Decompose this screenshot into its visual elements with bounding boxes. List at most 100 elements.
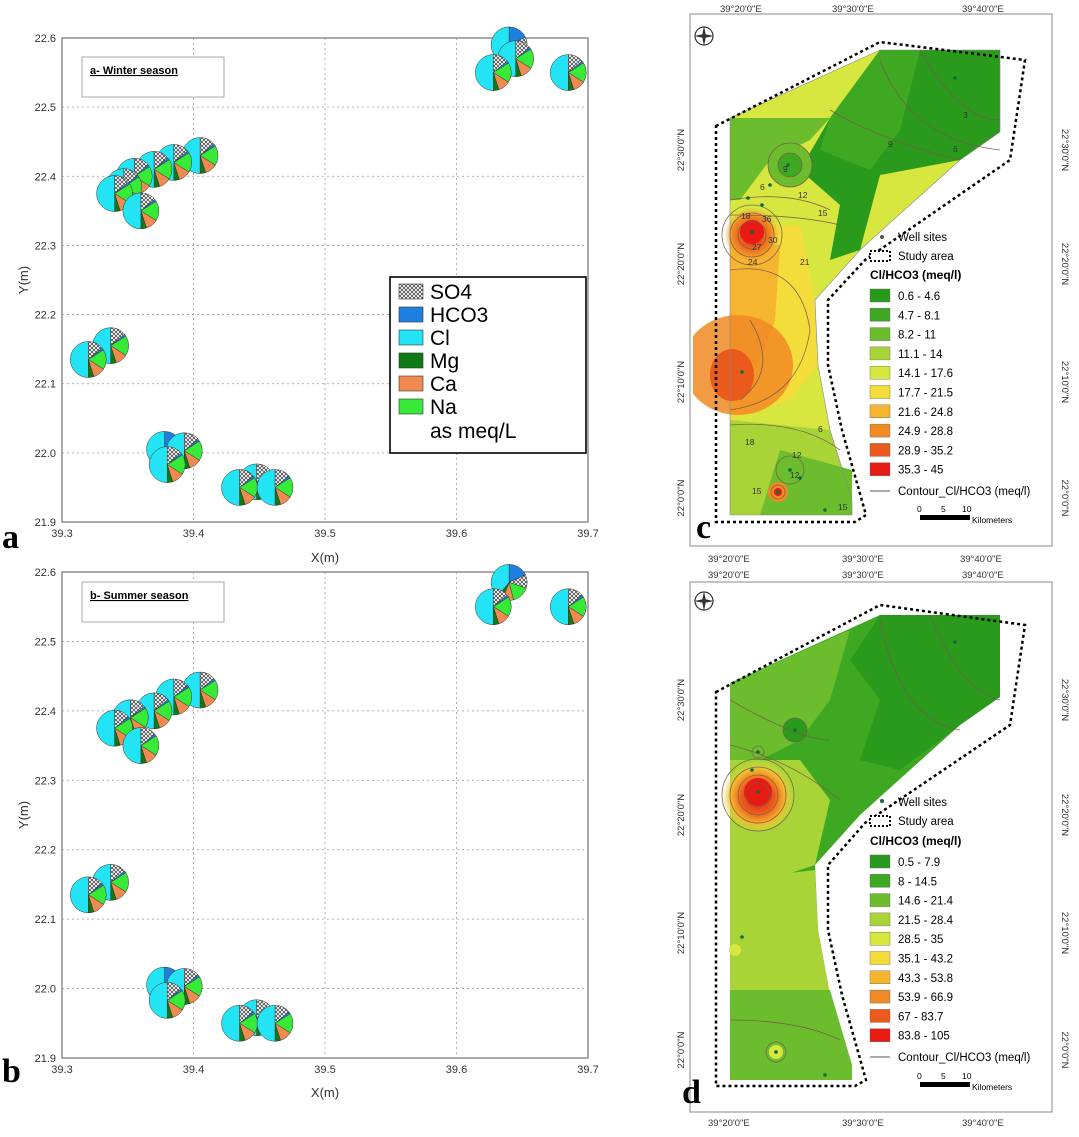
pie-marker [122, 727, 160, 764]
pie-slice-cl [256, 469, 276, 506]
y-tick-label: 22.3 [35, 240, 56, 252]
map-edge-c [729, 49, 1001, 516]
legend-class-swatch [869, 989, 891, 1004]
lat-d-r-3: 22°10'0"N [1059, 912, 1070, 954]
legend-swatch-na [398, 398, 424, 415]
map-surface-d [721, 614, 1001, 1080]
y-tick-label: 22.1 [35, 379, 56, 391]
scale-5-d: 5 [941, 1071, 946, 1081]
legend-label-cl: Cl [430, 327, 450, 350]
y-tick-label: 22.2 [35, 845, 56, 857]
y-tick-label: 21.9 [35, 517, 56, 529]
study-area-boundary-c [714, 40, 1027, 524]
pie-marker [122, 192, 160, 230]
season-title-b: b- Summer season [90, 590, 189, 602]
top-coord-c-3: 39°40'0"E [962, 4, 1004, 15]
contour-value-label: 36 [762, 214, 772, 224]
y-tick-label: 22.5 [35, 636, 56, 648]
scale-unit-c: Kilometers [972, 515, 1012, 525]
bottom-coord-c-2: 39°30'0"E [842, 554, 884, 565]
scale-0-d: 0 [917, 1071, 922, 1081]
pie-slice-cl [96, 175, 115, 212]
lat-d-r-4: 22°0'0"N [1059, 1032, 1070, 1069]
legend-study-d: Study area [898, 816, 954, 828]
season-title-a: a- Winter season [90, 65, 178, 77]
legend-class-swatch [869, 1009, 891, 1023]
pie-marker [256, 1005, 294, 1042]
contour-value-label: 18 [745, 437, 755, 447]
legend-class-swatch [869, 308, 891, 322]
wells-d [740, 640, 957, 1077]
legend-swatch-ca [398, 375, 424, 392]
legend-contour-c: Contour_Cl/HCO3 (meq/l) [898, 486, 1030, 498]
legend-class-label: 14.1 - 17.6 [898, 368, 953, 380]
bottom-coord-d-3: 39°40'0"E [962, 1118, 1004, 1129]
legend-class-label: 28.9 - 35.2 [898, 445, 953, 457]
y-tick-label: 22.5 [35, 102, 56, 114]
legend-wells-c: Well sites [898, 232, 947, 244]
top-coord-d-3: 39°40'0"E [962, 570, 1004, 581]
pie-slice-cl [122, 727, 142, 764]
plot-frame-b [61, 571, 589, 1059]
legend-class-label: 4.7 - 8.1 [898, 310, 940, 322]
well-symbol-d [880, 799, 884, 803]
pie-slice-cl [148, 446, 168, 483]
pies-a [70, 26, 587, 506]
scale-bar-d [920, 1082, 970, 1087]
contour-value-label: 15 [838, 502, 848, 512]
legend-class-swatch [869, 874, 891, 888]
pie-slice-cl [475, 588, 494, 625]
legend-class-swatch [869, 404, 891, 418]
contour-value-label: 30 [768, 235, 778, 245]
legend-study-c: Study area [898, 251, 954, 263]
legend-label-ca: Ca [430, 373, 457, 396]
legend-class-label: 8 - 14.5 [898, 876, 937, 888]
legend-class-swatch [869, 854, 891, 869]
pie-marker [256, 469, 294, 506]
map-surface-c [693, 49, 1001, 515]
x-tick-label: 39.5 [314, 1064, 335, 1076]
contour-value-label: 12 [790, 470, 800, 480]
pie-marker [475, 54, 512, 91]
panel-letter-c: c [696, 509, 711, 546]
lat-d-l-1: 22°30'0"N [676, 679, 687, 721]
legend-class-label: 21.5 - 28.4 [898, 915, 954, 927]
legend-class-swatch [869, 970, 891, 984]
pies-b [70, 564, 587, 1042]
study-symbol-c [869, 250, 891, 262]
scale-bar-c [920, 515, 970, 520]
x-axis-title-a: X(m) [311, 550, 339, 565]
legend-title-c: Cl/HCO3 (meq/l) [870, 268, 961, 282]
x-tick-label: 39.3 [51, 1064, 72, 1076]
legend-class-label: 17.7 - 21.5 [898, 388, 953, 400]
legend-class-label: 0.6 - 4.6 [898, 291, 940, 303]
legend-wells-d: Well sites [898, 797, 947, 809]
panel-letter-a: a [2, 519, 19, 556]
compass-icon [694, 26, 714, 46]
x-tick-label: 39.6 [446, 528, 467, 540]
pie-slice-cl [122, 192, 142, 230]
legend-class-label: 11.1 - 14 [898, 349, 943, 361]
y-axis-title-a: Y(m) [16, 266, 31, 294]
legend-contour-d: Contour_Cl/HCO3 (meq/l) [898, 1052, 1030, 1064]
top-coord-d-1: 39°20'0"E [708, 570, 750, 581]
y-tick-label: 22.0 [35, 984, 56, 996]
legend-class-label: 14.6 - 21.4 [898, 896, 954, 908]
pie-slice-cl [70, 341, 89, 378]
y-tick-label: 22.0 [35, 448, 56, 460]
scale-5-c: 5 [941, 504, 946, 514]
contour-value-label: 15 [818, 208, 828, 218]
lat-coords-right-d: 22°30'0"N 22°20'0"N 22°10'0"N 22°0'0"N [1059, 679, 1070, 1069]
pie-slice-cl [96, 709, 115, 747]
lat-coords-left-d: 22°30'0"N 22°20'0"N 22°10'0"N 22°0'0"N [676, 679, 687, 1069]
panel-letter-b: b [2, 1053, 21, 1090]
legend-class-label: 8.2 - 11 [898, 330, 936, 342]
legend-swatch-hco3 [398, 306, 424, 323]
contour-value-label: 24 [748, 257, 758, 267]
map-legend-d: Well sites Study area Cl/HCO3 (meq/l) 0.… [869, 797, 1030, 1092]
lat-coords-left-c: 22°30'0"N 22°20'0"N 22°10'0"N 22°0'0"N [676, 129, 687, 517]
scale-unit-d: Kilometers [972, 1082, 1012, 1092]
legend-class-swatch [869, 385, 891, 399]
contour-value-label: 12 [798, 190, 808, 200]
